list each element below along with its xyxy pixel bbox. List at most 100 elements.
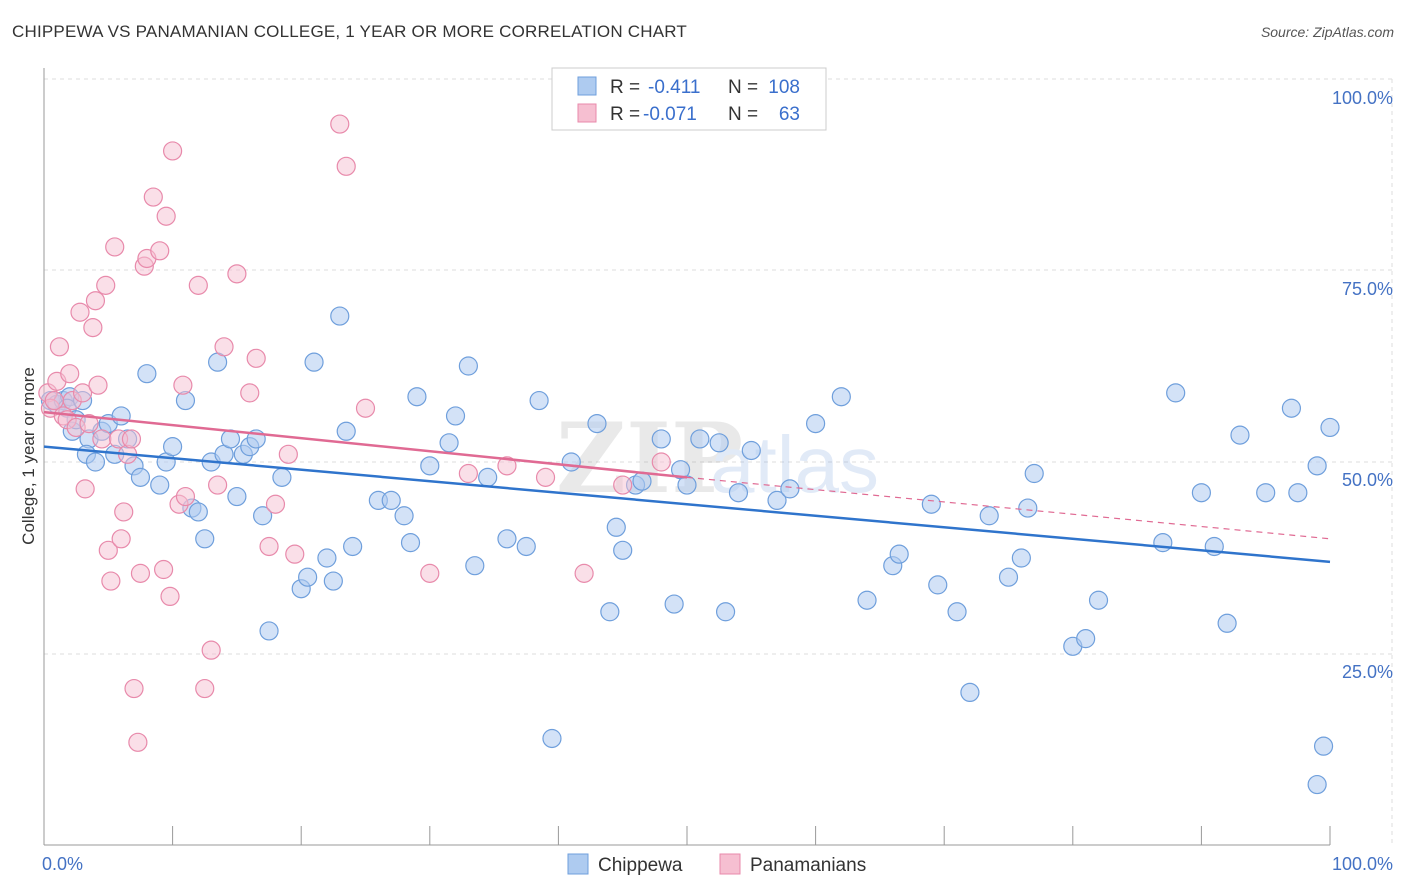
chippewa-point-63 bbox=[606, 517, 626, 537]
chippewa-point-50 bbox=[420, 456, 440, 476]
panamanian-point-51 bbox=[278, 444, 298, 464]
legend-box bbox=[551, 67, 827, 131]
chippewa-point-48 bbox=[400, 533, 421, 553]
panamanian-point-36 bbox=[160, 586, 180, 607]
panamanian-trend-line-extrapolated bbox=[686, 476, 1331, 540]
y-tick-label-100: 100.0% bbox=[1332, 88, 1393, 108]
legend-swatch-panamanian bbox=[577, 103, 597, 123]
y-tick-label-25: 25.0% bbox=[1342, 662, 1393, 682]
chippewa-point-85 bbox=[947, 602, 967, 622]
panamanian-point-27 bbox=[124, 678, 144, 699]
chippewa-point-19 bbox=[150, 475, 170, 495]
chippewa-point-62 bbox=[600, 602, 620, 622]
panamanian-point-48 bbox=[246, 348, 266, 368]
axes bbox=[43, 68, 1331, 846]
chippewa-point-52 bbox=[445, 406, 466, 426]
legend-swatch-chippewa bbox=[577, 76, 597, 96]
chippewa-point-100 bbox=[1230, 425, 1250, 445]
bottom-legend-panamanians: Panamanians bbox=[750, 855, 866, 876]
chippewa-point-97 bbox=[1191, 483, 1212, 503]
chippewa-point-21 bbox=[163, 437, 183, 457]
bottom-legend-swatch-chippewa bbox=[567, 853, 589, 875]
panamanian-point-44 bbox=[208, 475, 228, 495]
panamanian-point-46 bbox=[227, 264, 247, 284]
chippewa-point-56 bbox=[497, 529, 517, 549]
panamanian-point-14 bbox=[83, 318, 103, 338]
panamanian-point-29 bbox=[130, 563, 151, 583]
panamanian-point-39 bbox=[173, 375, 193, 395]
panamanian-point-41 bbox=[188, 275, 208, 295]
chippewa-trend-line bbox=[43, 445, 1331, 564]
panamanian-point-37 bbox=[163, 141, 183, 161]
panamanian-point-7 bbox=[60, 364, 80, 384]
chippewa-point-39 bbox=[304, 352, 324, 372]
chippewa-point-10 bbox=[85, 452, 106, 472]
legend-r-value-1: -0.411 bbox=[648, 77, 700, 98]
chippewa-point-99 bbox=[1217, 613, 1237, 633]
panamanian-points bbox=[38, 114, 671, 752]
panamanian-point-12 bbox=[75, 479, 95, 499]
bottom-legend-chippewa: Chippewa bbox=[598, 855, 683, 876]
chippewa-point-79 bbox=[831, 387, 851, 407]
chippewa-point-53 bbox=[458, 356, 478, 376]
chippewa-points bbox=[40, 306, 1340, 795]
y-tick-label-50: 50.0% bbox=[1342, 470, 1393, 490]
panamanian-point-52 bbox=[285, 544, 305, 564]
source-label: Source: ZipAtlas.com bbox=[1260, 24, 1394, 40]
legend-n-value-2: 63 bbox=[779, 104, 800, 125]
series-legend: Chippewa Panamanians bbox=[567, 853, 866, 876]
chippewa-point-103 bbox=[1288, 483, 1308, 503]
panamanian-point-54 bbox=[336, 156, 356, 176]
chippewa-point-14 bbox=[111, 406, 131, 426]
chippewa-point-105 bbox=[1320, 417, 1340, 438]
panamanian-point-33 bbox=[150, 241, 170, 261]
chippewa-point-44 bbox=[343, 536, 363, 557]
x-tick-label-min: 0.0% bbox=[42, 854, 83, 874]
panamanian-point-40 bbox=[175, 486, 196, 507]
legend-n-label-2: N = bbox=[728, 104, 758, 125]
chippewa-point-57 bbox=[516, 536, 536, 557]
chippewa-point-72 bbox=[709, 433, 729, 453]
chippewa-point-90 bbox=[1018, 498, 1038, 518]
panamanian-point-11 bbox=[72, 383, 93, 403]
chippewa-point-46 bbox=[381, 490, 401, 510]
legend-r-label-1: R = bbox=[610, 77, 640, 98]
chippewa-point-25 bbox=[195, 529, 215, 549]
chippewa-point-70 bbox=[677, 475, 697, 495]
chippewa-point-83 bbox=[921, 494, 941, 514]
chippewa-point-30 bbox=[227, 486, 247, 507]
chippewa-point-18 bbox=[137, 364, 157, 384]
chippewa-point-40 bbox=[317, 548, 337, 568]
chippewa-point-104 bbox=[1307, 456, 1327, 476]
chippewa-point-78 bbox=[805, 414, 826, 434]
panamanian-point-21 bbox=[105, 237, 125, 257]
chippewa-point-60 bbox=[561, 452, 581, 472]
chippewa-point-77 bbox=[780, 479, 800, 499]
chippewa-point-84 bbox=[928, 575, 948, 595]
chippewa-point-64 bbox=[613, 540, 633, 560]
chippewa-point-73 bbox=[715, 602, 736, 622]
chippewa-point-67 bbox=[651, 429, 671, 449]
chippewa-point-58 bbox=[529, 390, 549, 411]
chippewa-point-88 bbox=[998, 567, 1019, 587]
panamanian-point-15 bbox=[85, 291, 106, 311]
chippewa-point-75 bbox=[741, 440, 761, 461]
panamanian-point-43 bbox=[201, 640, 221, 660]
chippewa-point-96 bbox=[1166, 383, 1186, 403]
legend-n-label-1: N = bbox=[728, 77, 758, 98]
chippewa-point-55 bbox=[478, 467, 498, 487]
chippewa-point-38 bbox=[298, 567, 318, 587]
panamanian-point-10 bbox=[70, 302, 90, 322]
panamanian-point-60 bbox=[574, 563, 594, 583]
panamanian-point-62 bbox=[651, 452, 671, 472]
y-tick-labels: 100.0% 75.0% 50.0% 25.0% bbox=[1332, 88, 1393, 682]
panamanian-point-34 bbox=[153, 559, 174, 580]
chippewa-point-93 bbox=[1076, 629, 1096, 649]
panamanian-point-16 bbox=[88, 375, 108, 395]
chippewa-point-71 bbox=[690, 429, 710, 449]
panamanian-point-20 bbox=[101, 571, 121, 591]
panamanian-point-23 bbox=[111, 529, 131, 549]
chippewa-point-36 bbox=[272, 467, 292, 487]
panamanian-point-59 bbox=[535, 467, 556, 487]
chippewa-point-59 bbox=[542, 728, 562, 749]
